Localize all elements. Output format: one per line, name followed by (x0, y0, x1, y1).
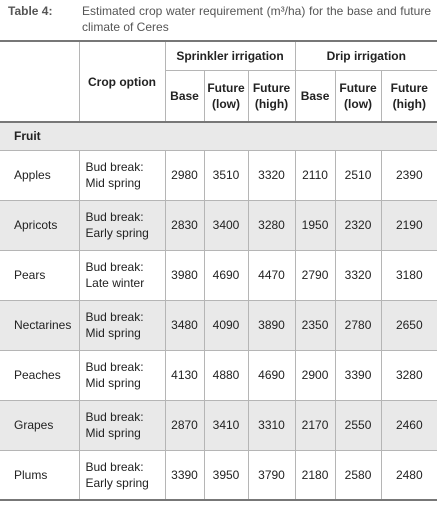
drip-future-high-header: Future (high) (380, 69, 437, 122)
table-row: Peaches Bud break: Mid spring 4130 4880 4… (0, 350, 437, 400)
sprinkler-base: 2980 (164, 150, 204, 200)
drip-base: 2170 (294, 400, 336, 450)
header-blank (0, 41, 79, 122)
sprinkler-future-high: 4470 (247, 250, 296, 300)
sprinkler-future-low: 4090 (203, 300, 248, 350)
table-row: Plums Bud break: Early spring 3390 3950 3… (0, 450, 437, 500)
crop-name: Pears (14, 268, 46, 282)
crop-option: Bud break: Early spring (78, 200, 165, 250)
table-caption: Table 4: Estimated crop water requiremen… (0, 0, 437, 40)
sprinkler-base-header: Base (164, 69, 204, 122)
sprinkler-base: 3480 (164, 300, 204, 350)
sprinkler-base: 3980 (164, 250, 204, 300)
sprinkler-future-high: 3320 (247, 150, 296, 200)
drip-future-low: 2580 (334, 450, 382, 500)
sprinkler-future-high: 3310 (247, 400, 296, 450)
drip-future-low: 2510 (334, 150, 382, 200)
table-number: Table 4: (8, 4, 53, 18)
crop-option: Bud break: Mid spring (78, 150, 165, 200)
drip-future-high: 2190 (380, 200, 437, 250)
table-row: Apricots Bud break: Early spring 2830 340… (0, 200, 437, 250)
crop-water-table: Crop option Sprinkler irrigation Drip ir… (0, 40, 437, 501)
header-row-2: Base Future (low) Future (high) Base Futur… (0, 69, 437, 122)
sprinkler-future-low-header: Future (low) (203, 69, 248, 122)
drip-base-header: Base (294, 69, 336, 122)
drip-base: 2900 (294, 350, 336, 400)
table-row: Nectarines Bud break: Mid spring 3480 409… (0, 300, 437, 350)
crop-name: Peaches (14, 368, 61, 382)
drip-future-low: 2780 (334, 300, 382, 350)
drip-base: 1950 (294, 200, 336, 250)
drip-future-low: 3320 (334, 250, 382, 300)
crop-option: Bud break: Early spring (78, 450, 165, 500)
table-row: Apples Bud break: Mid spring 2980 3510 33… (0, 150, 437, 200)
drip-header: Drip irrigation (294, 41, 437, 70)
sprinkler-future-high: 4690 (247, 350, 296, 400)
drip-future-low: 3390 (334, 350, 382, 400)
sprinkler-future-high: 3890 (247, 300, 296, 350)
section-fruit-label: Fruit (0, 122, 437, 150)
drip-future-low-header: Future (low) (334, 69, 382, 122)
crop-name: Plums (14, 467, 48, 482)
sprinkler-future-low: 4880 (203, 350, 248, 400)
sprinkler-header: Sprinkler irrigation (164, 41, 296, 70)
sprinkler-base: 3390 (164, 450, 204, 500)
crop-option: Bud break: Mid spring (78, 400, 165, 450)
drip-future-high: 3280 (380, 350, 437, 400)
sprinkler-future-high: 3280 (247, 200, 296, 250)
crop-option-header: Crop option (78, 41, 165, 122)
sprinkler-future-high-header: Future (high) (247, 69, 296, 122)
drip-base: 2180 (294, 450, 336, 500)
sprinkler-future-low: 3410 (203, 400, 248, 450)
drip-future-low: 2320 (334, 200, 382, 250)
drip-base: 2350 (294, 300, 336, 350)
table-row: Grapes Bud break: Mid spring 2870 3410 33… (0, 400, 437, 450)
drip-future-low: 2550 (334, 400, 382, 450)
sprinkler-future-low: 3950 (203, 450, 248, 500)
drip-future-high: 3180 (380, 250, 437, 300)
section-row: Fruit (0, 122, 437, 150)
table-title: Estimated crop water requirement (m³/ha)… (82, 4, 431, 34)
crop-name: Apricots (0, 200, 79, 250)
crop-option: Bud break: Mid spring (78, 350, 165, 400)
sprinkler-base: 2830 (164, 200, 204, 250)
crop-option: Bud break: Mid spring (78, 300, 165, 350)
crop-name: Grapes (0, 400, 79, 450)
drip-base: 2110 (294, 150, 336, 200)
drip-future-high: 2480 (380, 450, 437, 500)
header-row-1: Crop option Sprinkler irrigation Drip ir… (0, 41, 437, 122)
sprinkler-future-low: 3510 (203, 150, 248, 200)
drip-future-high: 2460 (380, 400, 437, 450)
crop-name: Nectarines (0, 300, 79, 350)
drip-future-high: 2650 (380, 300, 437, 350)
sprinkler-future-low: 3400 (203, 200, 248, 250)
sprinkler-base: 2870 (164, 400, 204, 450)
crop-name: Apples (14, 168, 51, 182)
sprinkler-future-low: 4690 (203, 250, 248, 300)
table-row: Pears Bud break: Late winter 3980 4690 44… (0, 250, 437, 300)
crop-option: Bud break: Late winter (78, 250, 165, 300)
sprinkler-future-high: 3790 (247, 450, 296, 500)
sprinkler-base: 4130 (164, 350, 204, 400)
drip-future-high: 2390 (380, 150, 437, 200)
drip-base: 2790 (294, 250, 336, 300)
